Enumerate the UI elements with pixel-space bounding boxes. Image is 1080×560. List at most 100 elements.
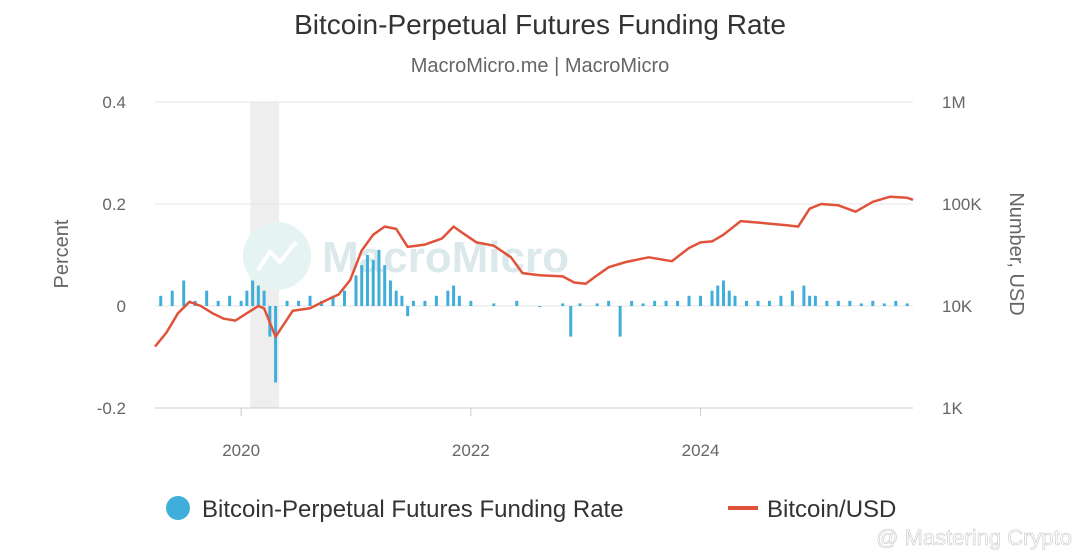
funding-rate-bar: [308, 295, 312, 306]
funding-rate-bar: [239, 300, 243, 306]
funding-rate-bar: [882, 303, 886, 306]
funding-rate-bar: [578, 303, 582, 306]
funding-rate-bar: [411, 300, 415, 306]
x-tick-label: 2020: [222, 441, 260, 460]
funding-rate-bar: [394, 290, 398, 306]
funding-rate-bar: [538, 306, 542, 308]
left-tick-label: 0.2: [102, 195, 126, 214]
funding-rate-bar: [859, 303, 863, 306]
chart-title: Bitcoin-Perpetual Futures Funding Rate: [294, 9, 786, 40]
left-tick-label: -0.2: [97, 399, 126, 418]
funding-rate-bar: [630, 300, 634, 306]
credit-text: @ Mastering Crypto: [876, 525, 1072, 550]
funding-rate-bar: [388, 280, 392, 306]
funding-rate-bar: [182, 280, 186, 306]
funding-rate-bar: [228, 295, 232, 306]
funding-rate-bar: [383, 265, 387, 306]
funding-rate-bar: [492, 303, 496, 306]
funding-rate-bar: [365, 255, 369, 306]
funding-rate-bar: [848, 300, 852, 306]
funding-rate-bar: [256, 285, 260, 306]
funding-rate-bar: [205, 290, 209, 306]
right-tick-label: 10K: [942, 297, 973, 316]
funding-rate-bar: [285, 300, 289, 306]
funding-rate-bar: [343, 290, 346, 306]
right-axis-title: Number, USD: [1005, 192, 1027, 315]
price-line-layer: [154, 195, 914, 348]
funding-rate-bar: [676, 300, 680, 306]
funding-rate-bar: [423, 300, 427, 306]
funding-rate-bar: [767, 300, 771, 306]
funding-rate-bar: [722, 280, 725, 306]
funding-rate-bar: [790, 290, 794, 306]
funding-rate-bar: [664, 300, 668, 306]
axis-ticks: 0.4 0.2 0 -0.2 1M 100K 10K 1K 2020 2022 2024: [97, 93, 983, 460]
funding-rate-bar: [159, 295, 163, 306]
funding-rate-bar: [446, 290, 450, 306]
funding-rate-bar: [452, 285, 456, 306]
funding-rate-bar: [354, 275, 358, 306]
funding-rate-bar: [808, 295, 812, 306]
right-tick-label: 1M: [942, 93, 966, 112]
funding-rate-bar: [871, 300, 875, 306]
funding-rate-bar: [251, 280, 255, 306]
funding-rate-bar: [245, 290, 249, 306]
funding-rate-bar: [710, 290, 714, 306]
funding-rate-bar: [641, 303, 645, 306]
watermark-logo-icon: [243, 222, 311, 290]
watermark-trend-icon: [256, 240, 298, 272]
funding-rate-bar: [607, 300, 611, 306]
funding-rate-bar: [716, 285, 720, 306]
funding-rate-bar: [274, 306, 278, 383]
right-tick-label: 100K: [942, 195, 982, 214]
funding-rate-bar: [297, 300, 301, 306]
funding-rate-bars: [159, 249, 909, 383]
x-tick-label: 2024: [682, 441, 720, 460]
funding-rate-bar: [360, 265, 364, 306]
funding-rate-bar: [170, 290, 174, 306]
funding-rate-bar: [371, 260, 375, 306]
funding-rate-bar: [262, 290, 266, 306]
funding-rate-bar: [905, 303, 909, 306]
funding-rate-bar: [894, 300, 898, 306]
funding-rate-bar: [561, 303, 565, 306]
right-tick-label: 1K: [942, 399, 963, 418]
left-tick-label: 0.4: [102, 93, 126, 112]
legend-funding-label: Bitcoin-Perpetual Futures Funding Rate: [202, 496, 624, 523]
funding-rate-bar: [618, 306, 622, 337]
funding-rate-bar: [457, 295, 461, 306]
left-tick-label: 0: [117, 297, 126, 316]
bitcoin-usd-line: [154, 195, 914, 348]
legend-item-bitcoin-usd[interactable]: Bitcoin/USD: [728, 496, 896, 523]
funding-rate-bar: [744, 300, 748, 306]
funding-rate-bar: [727, 290, 731, 306]
funding-rate-bar: [406, 306, 410, 317]
funding-rate-bar: [825, 300, 829, 306]
funding-rate-bar: [377, 249, 381, 306]
funding-rate-bar: [216, 300, 220, 306]
funding-rate-bar: [687, 295, 691, 306]
funding-rate-bar: [569, 306, 573, 337]
funding-rate-bar: [813, 295, 817, 306]
funding-rate-bar: [756, 300, 760, 306]
funding-rate-bar: [469, 300, 473, 306]
gridlines: [155, 101, 913, 409]
funding-rate-bar: [434, 295, 438, 306]
funding-rate-bar: [779, 295, 783, 306]
legend-item-funding-rate[interactable]: Bitcoin-Perpetual Futures Funding Rate: [166, 496, 624, 523]
funding-rate-bar: [699, 295, 703, 306]
left-axis-title: Percent: [51, 219, 73, 288]
funding-rate-bar: [836, 300, 840, 306]
watermark: MacroMicro: [243, 222, 569, 290]
funding-rate-bar: [802, 285, 806, 306]
funding-rate-bar: [733, 295, 737, 306]
legend-funding-marker-icon: [166, 496, 190, 520]
funding-rate-bar: [515, 300, 519, 306]
chart-subtitle: MacroMicro.me | MacroMicro: [411, 55, 670, 77]
x-tick-label: 2022: [452, 441, 490, 460]
funding-rate-bar: [653, 300, 657, 306]
legend-price-label: Bitcoin/USD: [767, 496, 896, 523]
funding-rate-bar: [595, 303, 599, 306]
legend: Bitcoin-Perpetual Futures Funding Rate B…: [166, 496, 896, 523]
